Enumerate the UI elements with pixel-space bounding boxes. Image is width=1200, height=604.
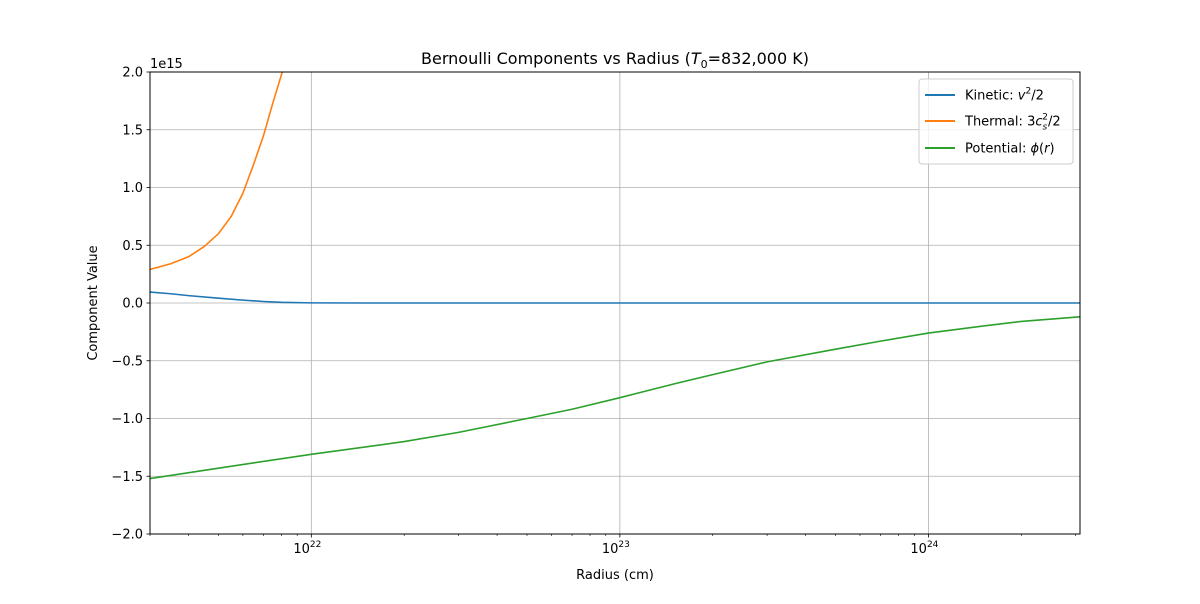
x-tick-label: 1022 [293, 540, 321, 557]
legend: Kinetic: v2/2 Thermal: 3cs2/2 Potential:… [918, 78, 1074, 165]
title-before: Bernoulli Components vs Radius ( [421, 49, 691, 68]
series-line-potential [150, 316, 1080, 480]
y-tick-label: −1.5 [111, 470, 143, 485]
series-layer [150, 72, 1080, 480]
legend-thermal-prefix: Thermal: [964, 115, 1027, 130]
x-tick-exponent: 23 [618, 540, 629, 550]
y-tick-label: −1.0 [111, 412, 143, 427]
y-tick-label: 0.5 [122, 239, 143, 254]
legend-kinetic-prefix: Kinetic: [965, 89, 1018, 104]
x-tick-label: 1024 [910, 540, 938, 557]
y-tick-label: −2.0 [111, 528, 143, 543]
x-tick-exponent: 22 [310, 540, 321, 550]
x-tick-base: 10 [910, 542, 927, 557]
legend-label-potential: Potential: ϕ(r) [965, 142, 1055, 157]
y-tick-label: 0.0 [122, 297, 143, 312]
y-tick-label: −0.5 [111, 354, 143, 369]
chart-title: Bernoulli Components vs Radius (T0=832,0… [421, 49, 809, 71]
x-tick-exponent: 24 [927, 540, 939, 550]
y-offset-text: 1e15 [150, 57, 183, 72]
title-subscript: 0 [701, 58, 708, 71]
x-tick-base: 10 [293, 542, 310, 557]
y-tick-label: 2.0 [122, 66, 143, 81]
x-axis-label: Radius (cm) [576, 568, 654, 583]
legend-label-kinetic: Kinetic: v2/2 [965, 87, 1044, 104]
x-tick-base: 10 [602, 542, 619, 557]
series-line-kinetic [150, 291, 1080, 304]
legend-potential-prefix: Potential: [965, 142, 1030, 157]
title-after: =832,000 K) [708, 49, 809, 68]
y-axis-label: Component Value [86, 245, 101, 360]
legend-box [918, 78, 1074, 165]
legend-label-thermal: Thermal: 3cs2/2 [964, 113, 1061, 133]
y-tick-label: 1.0 [122, 181, 143, 196]
series-line-thermal [150, 72, 284, 271]
title-symbol: T [691, 49, 702, 68]
x-tick-label: 1023 [602, 540, 630, 557]
y-tick-label: 1.5 [122, 123, 143, 138]
